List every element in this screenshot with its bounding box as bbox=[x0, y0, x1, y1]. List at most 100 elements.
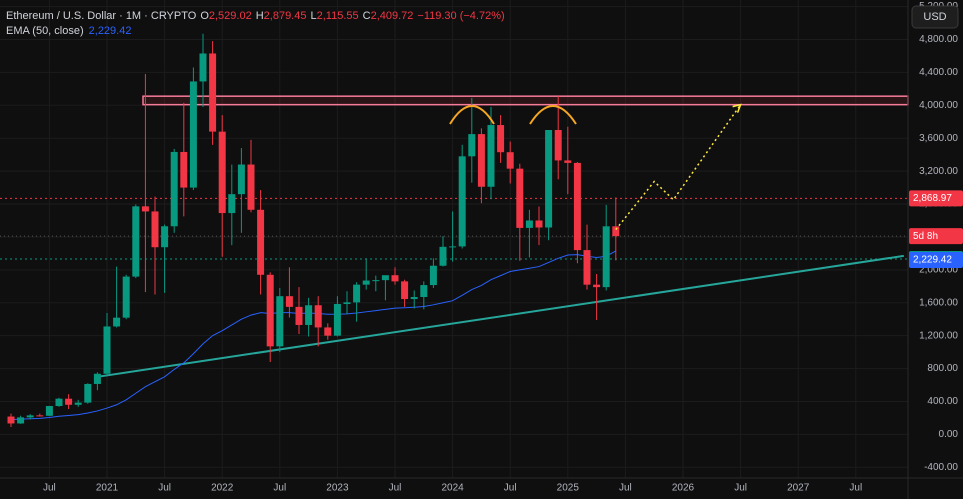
price-line-tag: 2,868.97 bbox=[913, 193, 952, 204]
candle-body bbox=[55, 398, 63, 407]
candle-body bbox=[84, 383, 92, 403]
candle-body bbox=[189, 81, 197, 188]
ema-tag-bg bbox=[909, 251, 963, 268]
candle-body bbox=[151, 211, 159, 248]
countdown-tag: 5d 8h bbox=[913, 231, 938, 242]
x-tick-label: Jul bbox=[734, 483, 747, 494]
candle-body bbox=[103, 326, 111, 374]
candle-body bbox=[429, 265, 437, 286]
candle-body bbox=[554, 129, 562, 161]
candle-body bbox=[161, 226, 169, 248]
candle-body bbox=[314, 305, 322, 328]
y-tick-label: 0.00 bbox=[939, 429, 959, 440]
candle-body bbox=[506, 152, 514, 169]
candle-body bbox=[458, 156, 466, 247]
candle-body bbox=[410, 297, 418, 300]
candle-body bbox=[285, 296, 293, 307]
candle-body bbox=[45, 406, 53, 416]
x-tick-label: 2021 bbox=[96, 483, 119, 494]
candle-body bbox=[545, 129, 553, 228]
candle-body bbox=[372, 280, 380, 282]
y-tick-label: -400.00 bbox=[924, 462, 958, 473]
candle-body bbox=[7, 416, 15, 424]
candle-body bbox=[266, 274, 274, 347]
candle-body bbox=[141, 206, 149, 212]
x-tick-label: Jul bbox=[389, 483, 402, 494]
y-tick-label: 2,000.00 bbox=[919, 264, 958, 275]
candle-body bbox=[113, 317, 121, 327]
candle-body bbox=[343, 302, 351, 304]
ohlc-key: L bbox=[310, 10, 316, 22]
x-tick-label: 2027 bbox=[787, 483, 810, 494]
x-tick-label: Jul bbox=[273, 483, 286, 494]
candle-body bbox=[391, 275, 399, 282]
x-tick-label: 2025 bbox=[557, 483, 580, 494]
countdown-tag-bg bbox=[909, 228, 963, 245]
candle-body bbox=[497, 125, 505, 153]
candle-body bbox=[170, 151, 178, 227]
ema-tag: 2,229.42 bbox=[913, 255, 952, 266]
candle-body bbox=[122, 276, 130, 318]
y-tick-label: 4,000.00 bbox=[919, 100, 958, 111]
candle-body bbox=[209, 53, 217, 132]
top-arc bbox=[529, 105, 577, 125]
y-tick-label: 400.00 bbox=[927, 396, 958, 407]
top-arc bbox=[449, 105, 495, 125]
candle-body bbox=[401, 281, 409, 300]
candle-body bbox=[247, 164, 255, 210]
candle-body bbox=[65, 398, 73, 405]
x-tick-label: 2022 bbox=[211, 483, 234, 494]
currency-button[interactable] bbox=[911, 5, 959, 29]
candle-body bbox=[26, 415, 34, 418]
y-tick-label: 800.00 bbox=[927, 363, 958, 374]
plot bbox=[0, 33, 909, 427]
candle-body bbox=[525, 220, 533, 228]
ohlc-key: H bbox=[256, 10, 264, 22]
trendline bbox=[97, 254, 904, 378]
candle-body bbox=[420, 285, 428, 298]
candle-body bbox=[593, 284, 601, 288]
candle-body bbox=[353, 284, 361, 303]
y-tick-label: 3,200.00 bbox=[919, 166, 958, 177]
ema-line bbox=[10, 250, 617, 421]
candle-body bbox=[276, 296, 284, 347]
x-tick-label: Jul bbox=[849, 483, 862, 494]
x-tick-label: 2024 bbox=[441, 483, 464, 494]
candle-body bbox=[468, 134, 476, 157]
y-tick-label: 1,200.00 bbox=[919, 330, 958, 341]
x-tick-label: 2026 bbox=[672, 483, 695, 494]
x-tick-label: Jul bbox=[619, 483, 632, 494]
candle-body bbox=[17, 417, 25, 424]
x-tick-label: 2023 bbox=[326, 483, 349, 494]
candle-body bbox=[305, 305, 313, 325]
candle-body bbox=[535, 220, 543, 228]
candle-body bbox=[381, 275, 389, 281]
candle-body bbox=[449, 246, 457, 248]
ohlc-value: 2,409.72 bbox=[371, 10, 414, 22]
symbol-title: Ethereum / U.S. Dollar · 1M · CRYPTO bbox=[6, 10, 197, 22]
change-value: −119.30 (−4.72%) bbox=[417, 10, 504, 22]
candle-body bbox=[477, 134, 485, 187]
price-line-tag-bg bbox=[909, 190, 963, 207]
indicator-name: EMA (50, close) bbox=[6, 25, 84, 37]
projection-path bbox=[615, 104, 742, 231]
candle-body bbox=[564, 160, 572, 163]
candle-body bbox=[612, 226, 620, 237]
candle-body bbox=[324, 327, 332, 336]
x-tick-label: Jul bbox=[158, 483, 171, 494]
x-tick-label: Jul bbox=[43, 483, 56, 494]
y-tick-label: 1,600.00 bbox=[919, 297, 958, 308]
currency-label[interactable]: USD bbox=[923, 11, 946, 23]
candle-body bbox=[132, 206, 140, 277]
candle-body bbox=[487, 125, 495, 187]
ohlc-value: 2,529.02 bbox=[209, 10, 252, 22]
x-tick-label: Jul bbox=[504, 483, 517, 494]
candle-body bbox=[36, 415, 44, 417]
ohlc-key: C bbox=[363, 10, 371, 22]
candle-body bbox=[180, 151, 188, 188]
candle-body bbox=[218, 131, 226, 214]
candle-body bbox=[362, 280, 370, 285]
